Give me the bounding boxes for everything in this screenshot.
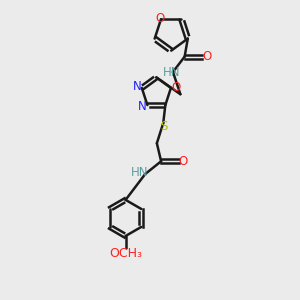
Text: N: N (138, 100, 147, 112)
Text: OCH₃: OCH₃ (109, 247, 142, 260)
Text: HN: HN (130, 167, 148, 179)
Text: N: N (133, 80, 142, 93)
Text: S: S (160, 120, 168, 134)
Text: HN: HN (163, 66, 181, 79)
Text: O: O (155, 12, 165, 25)
Text: O: O (171, 82, 180, 94)
Text: O: O (202, 50, 211, 63)
Text: O: O (178, 155, 188, 168)
